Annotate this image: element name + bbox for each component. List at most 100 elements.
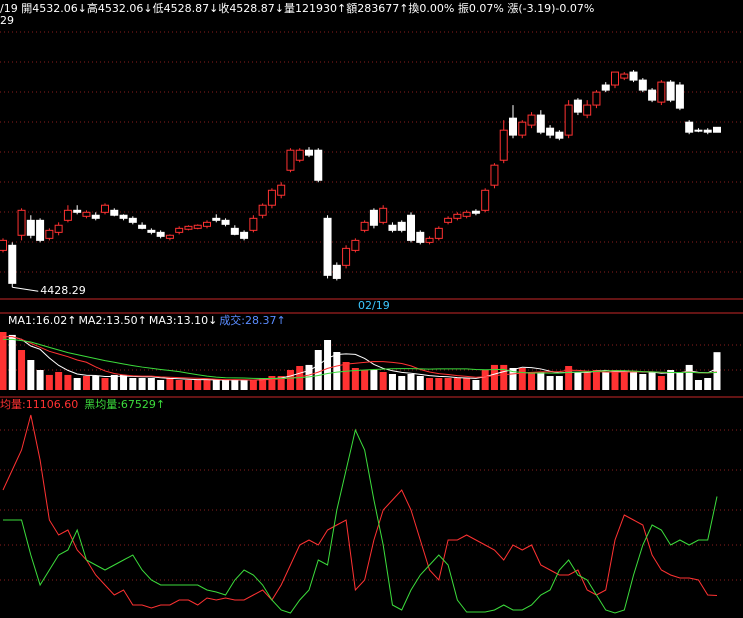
candle-body [249, 217, 258, 231]
x-tick-label: 02/19 [358, 299, 390, 312]
volume-bar [713, 352, 721, 390]
candle-body [156, 231, 165, 237]
legend-entry: 均量:11106.60 [0, 398, 78, 411]
volume-bar [426, 378, 434, 390]
volume-bar [92, 376, 100, 390]
candle-body [713, 126, 721, 133]
volume-bar [333, 352, 341, 390]
candle-body [258, 204, 267, 216]
legend-entry: 成交:28.37↑ [219, 313, 285, 327]
volume-bar [286, 370, 294, 390]
candle-body [360, 221, 369, 231]
candle-body [184, 225, 193, 230]
volume-bar [444, 378, 452, 390]
volume-bar [314, 350, 322, 390]
annotation-leader [12, 286, 39, 292]
volume-bar [379, 372, 387, 390]
candle-body [694, 129, 703, 132]
candle-body [110, 209, 119, 216]
quote-header: /19 開4532.06↓高4532.06↓低4528.87↓收4528.87↓… [0, 1, 594, 15]
candle-body [471, 210, 480, 214]
volume-bar [611, 370, 619, 390]
candle-body [54, 224, 63, 233]
candle-body [481, 189, 490, 211]
volume-bar [685, 364, 693, 390]
volume-bar [667, 370, 675, 390]
volume-bar [212, 380, 220, 390]
volume-bar [249, 380, 257, 390]
volume-bar [416, 376, 424, 390]
candle-body [73, 209, 82, 213]
candle-body [629, 71, 638, 81]
volume-bar [555, 376, 563, 390]
volume-bar [620, 372, 628, 390]
volume-bar [101, 378, 109, 390]
candle-body [648, 89, 657, 101]
candle-body [36, 219, 45, 241]
volume-bar [157, 380, 165, 390]
volume-bar [45, 374, 53, 390]
candle-body [305, 149, 313, 156]
volume-bar [694, 380, 702, 390]
volume-bar [194, 380, 202, 390]
volume-bar [351, 368, 359, 390]
volume-bar [490, 364, 498, 390]
candle-body [240, 231, 249, 239]
volume-bar [528, 372, 536, 390]
volume-bar [8, 334, 16, 390]
volume-bar [222, 380, 230, 390]
volume-bar [407, 374, 415, 390]
volume-bar [537, 372, 545, 390]
candle-body [128, 217, 137, 223]
candle-body [527, 114, 536, 126]
volume-bar [435, 378, 443, 390]
candle-body [499, 129, 508, 161]
volume-bar [268, 376, 276, 390]
volume-bar [648, 372, 656, 390]
legend-entry: MA1:16.02↑ [8, 314, 76, 327]
candle-body [583, 104, 592, 116]
volume-bar [592, 370, 600, 390]
volume-bar [388, 374, 396, 390]
ma-line [3, 338, 718, 380]
legend-entry: MA3:13.10↓ [149, 314, 217, 327]
volume-bar [27, 360, 35, 390]
volume-bar [472, 380, 480, 390]
candle-body [351, 239, 360, 251]
candle-body [453, 213, 462, 219]
volume-bar [175, 380, 183, 390]
candle-body [685, 121, 694, 133]
volume-bar [602, 372, 610, 390]
volume-bar [583, 372, 591, 390]
candle-body [17, 209, 26, 236]
candle-body [666, 81, 675, 101]
candle-body [434, 227, 443, 239]
candle-body [63, 209, 72, 221]
volume-bar [73, 378, 81, 390]
candle-body [509, 117, 517, 136]
volume-bar [55, 372, 63, 390]
volume-bar [277, 376, 285, 390]
volume-bar [342, 362, 350, 390]
candle-body [388, 224, 397, 231]
volume-bar [138, 378, 146, 390]
candle-body [397, 221, 406, 231]
volume-bar [231, 380, 239, 390]
legend-entry: MA2:13.50↑ [78, 314, 146, 327]
candle-body [8, 244, 17, 284]
candle-body [657, 81, 666, 103]
candle-body [564, 104, 573, 136]
candle-body [101, 204, 109, 213]
volume-bar [305, 364, 313, 390]
volume-bar [500, 364, 508, 390]
candle-body [193, 224, 202, 229]
candle-body [536, 114, 545, 133]
volume-bar [184, 380, 192, 390]
volume-bar [82, 376, 90, 390]
candle-body [620, 73, 629, 79]
volume-bar [509, 368, 517, 390]
candle-body [323, 217, 332, 276]
volume-bar [453, 378, 461, 390]
